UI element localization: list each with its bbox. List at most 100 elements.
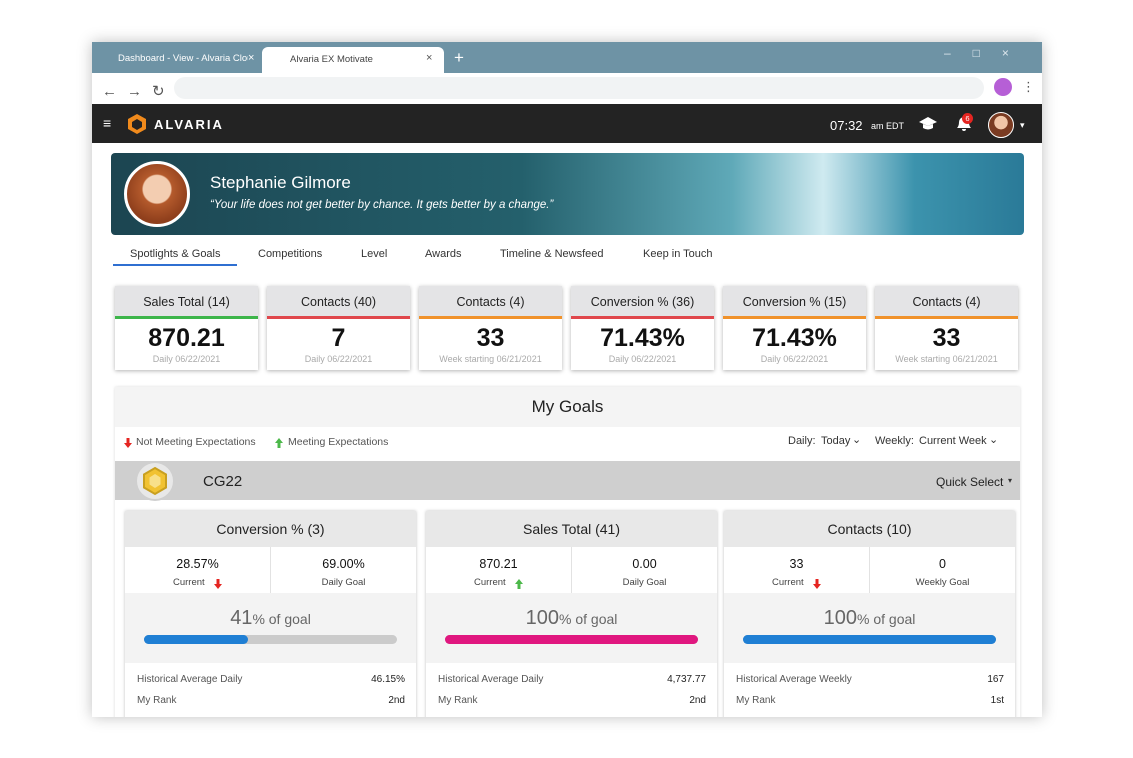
goal-label: Daily Goal [622,577,667,588]
stat-row-value: 2nd [689,695,706,706]
active-tab[interactable] [262,47,444,73]
goal-card: Contacts (10) 33 Current 0 Weekly Goal 100% o… [724,511,1015,717]
progress-label: 100% of goal [724,607,1015,630]
goal-label: Daily Goal [321,577,366,588]
stat-card-header [571,286,714,316]
progress-fill [144,635,248,644]
stat-title: Sales Total (14) [143,295,230,309]
stat-card: Sales Total (14) 870.21 Daily 06/22/2021 [115,286,258,370]
weekly-select[interactable]: Current Week [919,435,987,447]
quick-select[interactable]: Quick Select [936,475,1004,489]
current-label: Current [474,577,506,588]
stat-card: Conversion % (36) 71.43% Daily 06/22/2021 [571,286,714,370]
stat-period: Week starting 06/21/2021 [439,354,542,364]
progress-label: 100% of goal [426,607,717,630]
hamburger[interactable]: ≡ [103,115,112,131]
percent-value: 100 [823,607,857,629]
goal-label: Weekly Goal [915,577,970,588]
browser-window: + –□× ←→↻ ⋮ ≡ ▾ Stephanie Gilmore “Your … [92,42,1042,717]
stat-stripe [115,316,258,319]
nav-tab[interactable]: Spotlights & Goals [130,248,221,260]
stat-row-label: My Rank [736,695,776,706]
down-arrow [124,435,132,453]
stat-card: Contacts (40) 7 Daily 06/22/2021 [267,286,410,370]
stat-value: 71.43% [600,324,685,352]
stat-value: 71.43% [752,324,837,352]
divider [270,547,271,593]
app-header [92,104,1042,143]
current-value: 28.57% [176,557,219,571]
learning-icon[interactable] [918,114,938,132]
logo-text: ALVARIA [154,117,224,132]
stat-row-label: My Rank [438,695,478,706]
stat-row-value: 167 [987,674,1004,685]
legend-item: Meeting Expectations [288,436,389,448]
stat-row-label: Historical Average Daily [438,674,544,685]
percent-suffix: % of goal [857,611,916,627]
nav-tab[interactable]: Keep in Touch [643,248,713,260]
user-menu-caret[interactable]: ▾ [1020,120,1025,130]
daily-select[interactable]: Today [821,435,851,447]
current-label: Current [772,577,804,588]
caret: ▾ [1008,476,1013,485]
stat-card: Contacts (4) 33 Week starting 06/21/2021 [875,286,1018,370]
nav-buttons[interactable]: ←→↻ [102,83,175,100]
stat-period: Daily 06/22/2021 [608,354,677,364]
notification-badge[interactable]: 6 [962,113,973,124]
weekly-label: Weekly: [875,435,914,447]
stat-stripe [571,316,714,319]
stat-stripe [267,316,410,319]
group-name: CG22 [203,473,243,490]
goal-card-header [426,511,717,547]
tab-close[interactable]: × [426,52,433,64]
nav-tab[interactable]: Awards [425,248,462,260]
progress-label: 41% of goal [125,607,416,630]
group-bar [115,461,1020,500]
stat-card: Contacts (4) 33 Week starting 06/21/2021 [419,286,562,370]
goal-value: 0 [939,557,946,571]
stat-card-header [875,286,1018,316]
nav-tab[interactable]: Timeline & Newsfeed [500,248,604,260]
stat-card-header [419,286,562,316]
address-bar[interactable] [174,77,984,99]
goal-card-title: Sales Total (41) [522,521,620,537]
browser-tab[interactable]: Dashboard - View - Alvaria Clou [118,53,248,64]
profile-photo [124,161,190,227]
goal-card: Conversion % (3) 28.57% Current 69.00% Daily… [125,511,416,717]
goals-title: My Goals [531,397,604,416]
menu-dots[interactable]: ⋮ [1022,79,1035,94]
goal-card-title: Contacts (10) [827,521,912,537]
new-tab[interactable]: + [454,48,464,67]
caret: ⌄ [989,434,999,446]
stat-row-value: 2nd [388,695,405,706]
stat-value: 870.21 [148,324,225,352]
nav-tab[interactable]: Competitions [258,248,323,260]
goals-title-bar [115,387,1020,427]
window-controls[interactable]: –□× [944,46,1031,60]
progress-fill [743,635,996,644]
stat-card: Conversion % (15) 71.43% Daily 06/22/2021 [723,286,866,370]
stat-row-label: Historical Average Daily [137,674,243,685]
goal-card: Sales Total (41) 870.21 Current 0.00 Daily G… [426,511,717,717]
browser-tab[interactable]: Alvaria EX Motivate [290,54,373,65]
current-label: Current [173,577,205,588]
nav-tab[interactable]: Level [361,248,388,260]
stat-title: Conversion % (15) [742,295,847,309]
goal-value: 69.00% [322,557,365,571]
profile-icon[interactable] [994,78,1012,96]
percent-value: 41 [230,607,253,629]
stat-card-header [723,286,866,316]
tab-close[interactable]: × [248,52,255,64]
stat-title: Conversion % (36) [590,295,695,309]
divider [571,547,572,593]
user-avatar[interactable] [988,112,1014,138]
stat-row-label: Historical Average Weekly [736,674,852,685]
progress-area [426,593,717,663]
down-arrow [214,576,222,594]
goals-panel: My Goals Not Meeting Expectations Meeting … [115,387,1020,717]
stat-stripe [419,316,562,319]
stat-value: 33 [476,324,505,352]
legend-item: Not Meeting Expectations [136,436,256,448]
goal-value: 0.00 [632,557,657,571]
